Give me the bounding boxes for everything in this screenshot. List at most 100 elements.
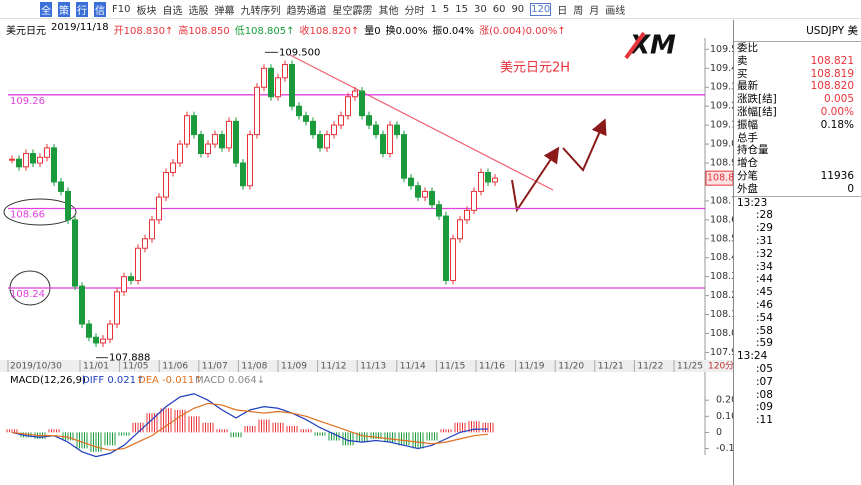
- candle-body: [86, 323, 92, 338]
- tick-time: 13:24: [737, 350, 768, 363]
- tick-time: :46: [756, 298, 773, 311]
- x-tick-label: 11/07: [202, 362, 228, 372]
- tick-time: :08: [756, 388, 773, 401]
- candle-body: [387, 124, 393, 155]
- x-tick-label: 11/22: [637, 362, 663, 372]
- y-tick-label: -0.10: [716, 443, 733, 454]
- candle-body: [268, 67, 274, 98]
- candle-body: [450, 238, 456, 281]
- tick-time: :34: [756, 260, 773, 273]
- quote-label: 最新: [737, 80, 758, 93]
- toolbar-item: 画线: [605, 5, 626, 17]
- quote-value: 0: [847, 182, 854, 195]
- forecast-arrow: [511, 146, 560, 213]
- time-axis-band: [0, 360, 733, 372]
- quote-label: 增仓: [737, 157, 758, 170]
- candle-body: [338, 115, 344, 126]
- candle-body: [205, 143, 211, 155]
- quote-value: 11936: [820, 169, 854, 182]
- candle-body: [471, 190, 477, 211]
- quote-value: 108.821: [810, 54, 854, 67]
- dea-label: DEA -0.011↑: [138, 375, 203, 386]
- quote-label: 总手: [737, 131, 758, 144]
- quote-label: 卖: [737, 54, 748, 67]
- candle-body: [51, 147, 57, 183]
- candle-body: [114, 291, 120, 325]
- level-label: 108.24: [10, 289, 45, 300]
- diff-label: DIFF 0.021↑: [82, 375, 144, 386]
- quote-value: 0.005: [823, 93, 854, 106]
- candle-body: [72, 219, 78, 287]
- quote-row: 振幅 0.18%: [734, 119, 861, 132]
- toolbar-item: 星空霹雳: [332, 5, 373, 17]
- y-tick-label: 0.20: [716, 395, 733, 406]
- change: 涨(0.004)0.00%↑: [479, 26, 566, 37]
- candle-body: [275, 77, 281, 98]
- candle-body: [366, 115, 372, 126]
- y-tick-label: 108.000: [710, 328, 733, 339]
- y-tick-label: 108.600: [710, 214, 733, 225]
- toolbar-item: 周: [573, 5, 584, 17]
- candle-body: [436, 204, 442, 217]
- toolbar-item: 15: [455, 3, 468, 15]
- candle-body: [65, 190, 71, 221]
- candle-body: [422, 190, 428, 198]
- level-label: 109.26: [10, 96, 45, 107]
- candle-body: [163, 171, 169, 198]
- candle-body: [310, 120, 316, 136]
- quote-row: 增仓: [734, 157, 861, 170]
- tick-time: 13:23: [737, 196, 768, 209]
- candle-body: [478, 171, 484, 192]
- quote-value: 0.18%: [820, 118, 854, 131]
- candle-body: [485, 171, 491, 183]
- toolbar-item: 90: [511, 3, 525, 15]
- last-price-box: [705, 170, 733, 186]
- candle-body: [37, 156, 43, 164]
- candle-body: [352, 90, 358, 98]
- quote-row: 分笔 11936: [734, 170, 861, 183]
- quote-value: 108.819: [810, 67, 854, 80]
- candle-body: [191, 115, 197, 136]
- quote-label: 涨跌[结]: [737, 93, 777, 106]
- toolbar-item: 选股: [188, 5, 209, 17]
- tick-time: :59: [756, 337, 773, 350]
- x-tick-label: 11/09: [281, 362, 307, 372]
- x-tick-label: 11/13: [360, 362, 386, 372]
- trend-line: [289, 54, 554, 191]
- x-tick-label: 11/16: [479, 362, 505, 372]
- candle-body: [345, 96, 351, 117]
- tick-time: :29: [756, 222, 773, 235]
- toolbar-item: 其他: [378, 5, 399, 17]
- chart: XM 美元日元2H MACD(12,26,9) DIFF 0.021↑ DEA …: [0, 31, 733, 458]
- y-tick-label: 0.10: [716, 411, 733, 422]
- quote-row: 最新 108.820: [734, 80, 861, 93]
- candle-body: [9, 158, 15, 161]
- quote-label: 买: [737, 67, 748, 80]
- last-price-label: 108.820: [707, 173, 733, 184]
- y-tick-label: 108.100: [710, 309, 733, 320]
- x-tick-label: 11/19: [519, 362, 545, 372]
- quote-value: 0.00%: [820, 105, 854, 118]
- y-tick-label: 108.700: [710, 195, 733, 206]
- candle-body: [219, 134, 225, 149]
- quote-label: 涨幅[结]: [737, 105, 777, 118]
- candle-body: [261, 67, 267, 88]
- candle-body: [464, 209, 470, 221]
- candle-body: [324, 134, 330, 149]
- candle-body: [93, 336, 99, 344]
- quote-label: 振幅: [737, 118, 758, 131]
- y-tick-label: 109.400: [710, 63, 733, 74]
- candle-body: [30, 153, 36, 164]
- y-tick-label: 107.900: [710, 347, 733, 358]
- volume: 量0: [364, 26, 381, 37]
- toolbar-item: F10: [112, 3, 131, 15]
- date: 2019/11/18: [51, 22, 109, 33]
- toolbar-item: 5: [442, 3, 450, 15]
- y-tick-label: 109.300: [710, 82, 733, 93]
- tick-time: :05: [756, 362, 773, 375]
- quote-label: 分笔: [737, 169, 758, 182]
- low-label: 107.888: [109, 353, 150, 364]
- x-tick-label: 11/20: [558, 362, 584, 372]
- candle-body: [359, 90, 365, 117]
- candle-body: [373, 124, 379, 136]
